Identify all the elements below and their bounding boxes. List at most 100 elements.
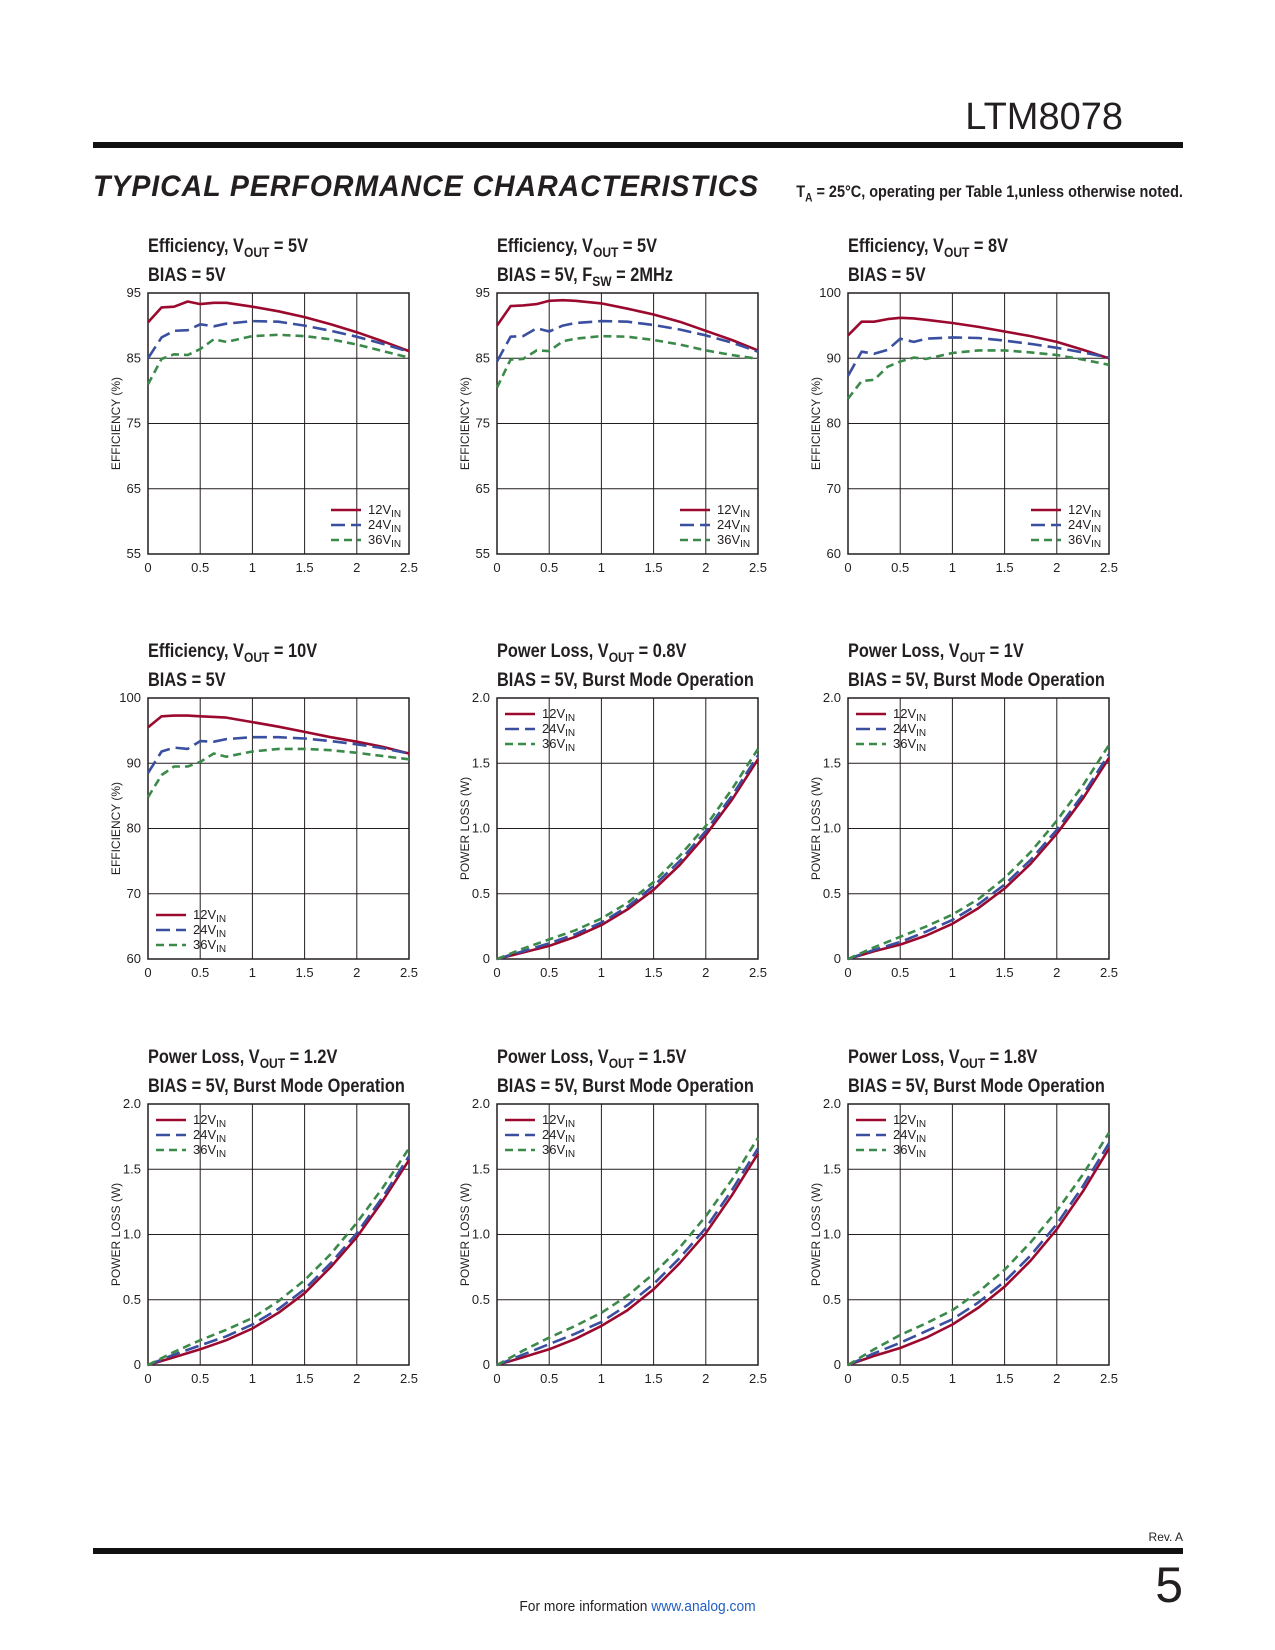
- x-tick-label: 1.5: [996, 560, 1014, 573]
- y-tick-label: 1.5: [123, 1161, 141, 1176]
- legend-label: 24VIN: [542, 1127, 575, 1145]
- y-axis-label: EFFICIENCY (%): [109, 377, 123, 470]
- chart-1: Efficiency, VOUT = 5V BIAS = 5V 0 0.5 1 1.5 2 2…: [88, 233, 448, 573]
- y-tick-label: 70: [827, 481, 841, 496]
- x-tick-label: 1.5: [296, 1371, 314, 1384]
- chart-title-line: Power Loss, VOUT = 1.2V: [148, 1047, 338, 1071]
- y-tick-label: 90: [827, 350, 841, 365]
- x-tick-label: 1.5: [996, 1371, 1014, 1384]
- y-tick-label: 85: [476, 350, 490, 365]
- series-line-36vin: [147, 1147, 411, 1367]
- legend-label: 36VIN: [542, 736, 575, 754]
- legend-label: 12VIN: [893, 706, 926, 724]
- y-tick-label: 55: [127, 546, 141, 561]
- series-line-12vin: [147, 714, 410, 755]
- chart-title: Power Loss, VOUT = 1.5V BIAS = 5V, Burst …: [497, 1046, 754, 1098]
- x-tick-label: 2.5: [1100, 1371, 1118, 1384]
- chart-title-line: BIAS = 5V, Burst Mode Operation: [148, 1075, 405, 1097]
- y-tick-label: 0: [483, 1357, 490, 1372]
- y-axis-label: EFFICIENCY (%): [809, 377, 823, 470]
- chart-title-line: BIAS = 5V, Burst Mode Operation: [848, 1075, 1105, 1097]
- y-tick-label: 100: [119, 690, 141, 705]
- series-line-12vin: [495, 298, 759, 352]
- y-tick-label: 0: [134, 1357, 141, 1372]
- chart-8: Power Loss, VOUT = 1.5V BIAS = 5V, Burst …: [437, 1044, 797, 1384]
- chart-title-line: Power Loss, VOUT = 1.8V: [848, 1047, 1038, 1071]
- legend-label: 24VIN: [893, 721, 926, 739]
- legend-label: 24VIN: [193, 922, 226, 940]
- x-tick-label: 0.5: [540, 1371, 558, 1384]
- y-tick-label: 85: [127, 350, 141, 365]
- series-line-36vin: [496, 1137, 760, 1367]
- series-line-24vin: [146, 735, 410, 774]
- y-tick-label: 2.0: [123, 1096, 141, 1111]
- legend-label: 36VIN: [893, 736, 926, 754]
- chart-title: Power Loss, VOUT = 0.8V BIAS = 5V, Burst …: [497, 640, 754, 692]
- legend-label: 12VIN: [542, 706, 575, 724]
- x-tick-label: 2: [702, 560, 709, 573]
- x-tick-label: 2.5: [749, 965, 767, 978]
- chart-title-line: BIAS = 5V, FSW = 2MHz: [497, 264, 673, 289]
- y-tick-label: 0.5: [123, 1292, 141, 1307]
- x-tick-label: 0: [493, 965, 500, 978]
- series-line-36vin: [847, 744, 1111, 961]
- chart-7: Power Loss, VOUT = 1.2V BIAS = 5V, Burst …: [88, 1044, 448, 1384]
- legend-label: 12VIN: [368, 502, 401, 520]
- x-tick-label: 1.5: [645, 1371, 663, 1384]
- series-line-24vin: [496, 754, 760, 961]
- chart-svg: 00.511.522.560708090100LOAD CURRENT (A)E…: [109, 690, 418, 978]
- y-axis-label: POWER LOSS (W): [458, 1183, 472, 1286]
- x-tick-label: 0.5: [891, 560, 909, 573]
- x-tick-label: 1.5: [996, 965, 1014, 978]
- plot-frame: [496, 697, 759, 960]
- legend-label: 12VIN: [893, 1112, 926, 1130]
- x-tick-label: 2: [1053, 560, 1060, 573]
- chart-title: Power Loss, VOUT = 1V BIAS = 5V, Burst Mo…: [848, 640, 1105, 692]
- x-tick-label: 0.5: [191, 965, 209, 978]
- x-tick-label: 2.5: [400, 965, 418, 978]
- y-tick-label: 70: [127, 886, 141, 901]
- chart-title-line: BIAS = 5V, Burst Mode Operation: [497, 669, 754, 691]
- website-link[interactable]: www.analog.com: [651, 1598, 756, 1615]
- series-line-12vin: [847, 757, 1111, 961]
- x-tick-label: 1: [598, 965, 605, 978]
- chart-title-line: BIAS = 5V, Burst Mode Operation: [848, 669, 1105, 691]
- chart-title-line: Efficiency, VOUT = 8V: [848, 236, 1009, 260]
- y-tick-label: 1.0: [823, 1227, 841, 1242]
- x-tick-label: 1.5: [296, 560, 314, 573]
- x-tick-label: 1.5: [645, 965, 663, 978]
- series-line-36vin: [146, 333, 410, 385]
- x-tick-label: 0: [144, 965, 151, 978]
- chart-title-line: BIAS = 5V: [148, 264, 226, 286]
- y-axis-label: POWER LOSS (W): [809, 1183, 823, 1286]
- y-tick-label: 1.0: [472, 821, 490, 836]
- legend-label: 24VIN: [717, 517, 750, 535]
- legend-label: 36VIN: [1068, 532, 1101, 550]
- footer-info: For more information www.analog.com: [51, 1598, 1224, 1615]
- chart-title-line: Efficiency, VOUT = 10V: [148, 641, 318, 665]
- legend-label: 12VIN: [193, 907, 226, 925]
- y-tick-label: 75: [476, 416, 490, 431]
- series-line-36vin: [846, 349, 1110, 400]
- x-tick-label: 1: [249, 560, 256, 573]
- y-tick-label: 1.5: [823, 1161, 841, 1176]
- x-tick-label: 0.5: [540, 965, 558, 978]
- x-tick-label: 1: [949, 1371, 956, 1384]
- plot-frame: [847, 292, 1110, 555]
- test-conditions: TA = 25°C, operating per Table 1,unless …: [796, 182, 1183, 204]
- series-line-36vin: [495, 334, 759, 389]
- legend-label: 12VIN: [1068, 502, 1101, 520]
- y-tick-label: 1.0: [823, 821, 841, 836]
- series-line-12vin: [847, 1147, 1111, 1367]
- plot-frame: [147, 292, 410, 555]
- y-tick-label: 2.0: [472, 690, 490, 705]
- y-tick-label: 90: [127, 755, 141, 770]
- plot-frame: [496, 292, 759, 555]
- legend-label: 12VIN: [193, 1112, 226, 1130]
- legend-label: 24VIN: [1068, 517, 1101, 535]
- series-line-24vin: [847, 1142, 1111, 1367]
- x-tick-label: 2: [353, 560, 360, 573]
- x-tick-label: 0.5: [191, 1371, 209, 1384]
- y-tick-label: 1.5: [823, 755, 841, 770]
